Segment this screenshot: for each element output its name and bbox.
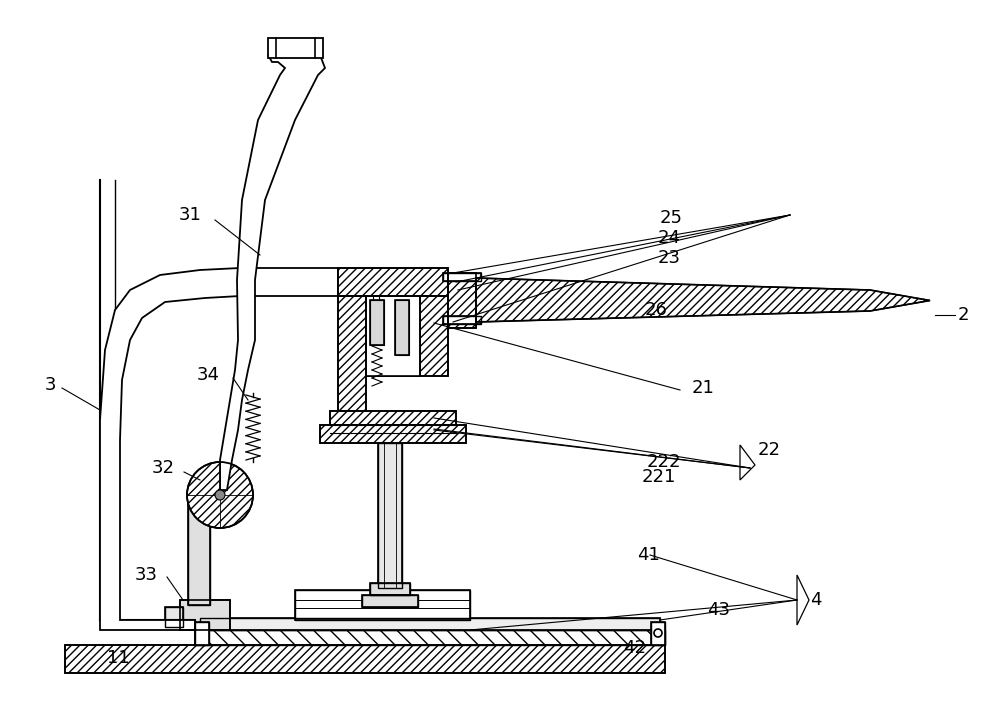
Bar (195, 622, 209, 645)
Bar (651, 622, 665, 645)
Bar (188, 490, 210, 605)
Bar (420, 296, 448, 376)
Text: 3: 3 (44, 376, 56, 394)
Bar (295, 590, 470, 620)
Bar (330, 411, 456, 425)
Bar (195, 622, 209, 645)
Text: 11: 11 (107, 649, 129, 667)
Bar (443, 316, 481, 324)
Bar (295, 590, 470, 620)
Bar (395, 300, 409, 355)
Bar (188, 490, 210, 605)
Text: 2: 2 (958, 306, 970, 324)
Bar (180, 600, 230, 630)
Text: 26: 26 (645, 301, 668, 319)
Bar (338, 296, 366, 411)
Bar (443, 273, 481, 281)
Bar (370, 300, 384, 345)
Text: 41: 41 (637, 546, 660, 564)
Bar (378, 443, 402, 588)
Bar (443, 316, 481, 324)
Bar (268, 38, 323, 58)
Bar (420, 296, 448, 376)
Bar (370, 583, 410, 595)
Text: 24: 24 (658, 229, 681, 247)
Polygon shape (476, 278, 930, 322)
Bar (180, 600, 230, 630)
Bar (65, 645, 665, 673)
Text: 42: 42 (624, 639, 646, 657)
Bar (330, 411, 456, 425)
Bar (200, 618, 660, 630)
Polygon shape (100, 268, 338, 630)
Bar (378, 443, 402, 588)
Text: 31: 31 (179, 206, 201, 224)
Bar (165, 607, 183, 627)
Text: 25: 25 (660, 209, 683, 227)
Bar (338, 268, 448, 296)
Bar (362, 595, 418, 607)
Bar (395, 300, 409, 355)
Text: 4: 4 (810, 591, 822, 609)
Bar (443, 273, 481, 281)
Bar (320, 425, 466, 443)
Bar (370, 300, 384, 345)
Bar (366, 296, 420, 376)
Polygon shape (220, 55, 325, 490)
Bar (200, 618, 660, 630)
Bar (338, 268, 448, 296)
Text: 21: 21 (692, 379, 715, 397)
Bar (366, 296, 420, 376)
Bar (65, 645, 665, 673)
Bar (362, 595, 418, 607)
Text: 22: 22 (758, 441, 781, 459)
Circle shape (187, 462, 253, 528)
Text: 32: 32 (152, 459, 175, 477)
Text: 33: 33 (135, 566, 158, 584)
Circle shape (654, 629, 662, 637)
Text: 34: 34 (197, 366, 220, 384)
Text: 23: 23 (658, 249, 681, 267)
Bar (448, 273, 476, 328)
Bar (320, 425, 466, 443)
Circle shape (215, 490, 225, 500)
Text: 221: 221 (642, 468, 676, 486)
Bar (338, 296, 366, 411)
Bar (195, 630, 665, 645)
Bar (651, 622, 665, 645)
Text: 43: 43 (707, 601, 730, 619)
Bar (165, 607, 183, 627)
Bar (448, 273, 476, 328)
Text: 222: 222 (647, 453, 682, 471)
Bar (195, 630, 665, 645)
Bar (370, 583, 410, 595)
